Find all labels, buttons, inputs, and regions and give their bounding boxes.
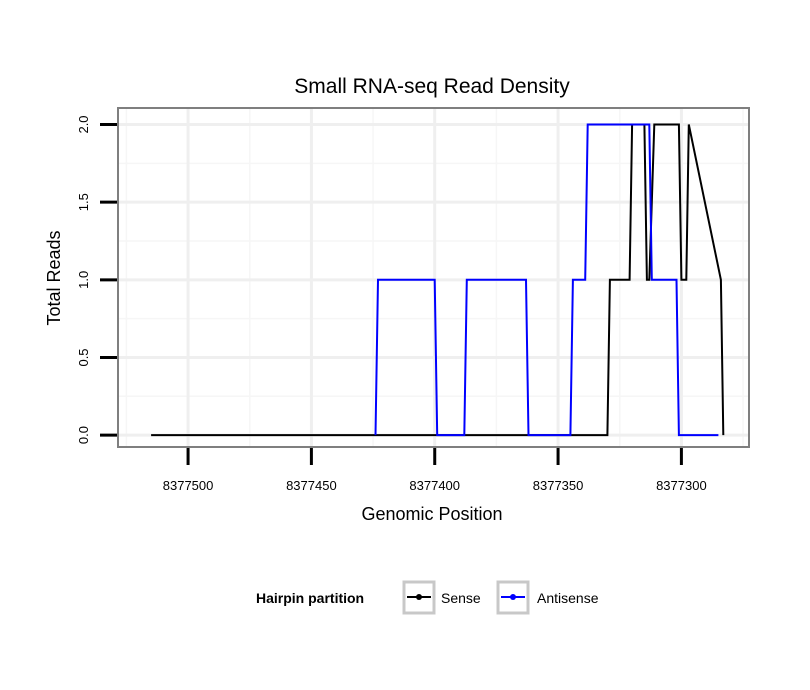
legend-point-sense	[416, 594, 422, 600]
legend-title: Hairpin partition	[256, 590, 364, 606]
x-axis: 8377500 8377450 8377400 8377350 8377300	[163, 448, 707, 493]
y-tick-label: 0.0	[76, 426, 91, 444]
x-tick-label: 8377350	[533, 478, 584, 493]
x-tick-label: 8377500	[163, 478, 214, 493]
legend-point-antisense	[510, 594, 516, 600]
plot-border	[117, 107, 750, 448]
chart-title: Small RNA-seq Read Density	[294, 75, 570, 98]
series-line-sense	[151, 123, 725, 437]
x-axis-title: Genomic Position	[361, 504, 502, 524]
legend: Hairpin partition Sense Antisense	[256, 580, 599, 615]
gridlines	[119, 109, 748, 446]
legend-item-sense[interactable]: Sense	[402, 580, 481, 615]
legend-item-antisense[interactable]: Antisense	[496, 580, 599, 615]
y-tick-label: 1.5	[76, 193, 91, 211]
series-line-antisense	[374, 123, 719, 437]
y-tick-label: 0.5	[76, 348, 91, 366]
y-axis-title: Total Reads	[44, 230, 64, 325]
y-tick-label: 1.0	[76, 271, 91, 289]
series-layer	[151, 123, 725, 437]
x-tick-label: 8377450	[286, 478, 337, 493]
x-tick-label: 8377400	[409, 478, 460, 493]
y-axis: 0.0 0.5 1.0 1.5 2.0	[76, 115, 117, 444]
y-tick-label: 2.0	[76, 115, 91, 133]
legend-label-antisense: Antisense	[537, 590, 599, 606]
legend-label-sense: Sense	[441, 590, 481, 606]
x-tick-label: 8377300	[656, 478, 707, 493]
